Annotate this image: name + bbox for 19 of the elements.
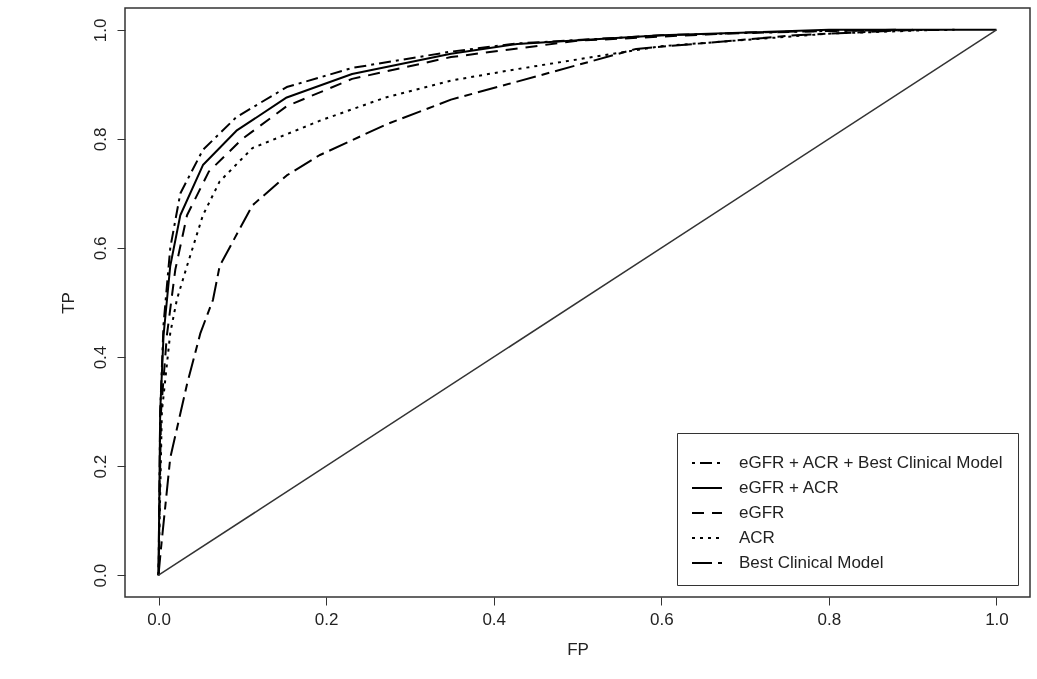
y-tick-label: 0.8 [90, 127, 110, 152]
legend-label: eGFR + ACR + Best Clinical Model [739, 453, 1003, 472]
x-tick-label: 0.8 [817, 609, 842, 629]
y-tick-label: 0.2 [90, 454, 110, 479]
x-tick-label: 0.6 [649, 609, 674, 629]
y-tick-label: 0.6 [90, 236, 110, 261]
y-tick-label: 0.4 [90, 345, 110, 370]
legend-label: eGFR [739, 503, 785, 522]
x-tick-label: 1.0 [985, 609, 1009, 629]
x-tick-label: 0.2 [314, 609, 339, 629]
legend-label: eGFR + ACR [739, 478, 839, 497]
y-tick-label: 1.0 [90, 18, 110, 43]
legend-label: Best Clinical Model [739, 553, 884, 572]
x-tick-label: 0.0 [147, 609, 171, 629]
y-tick-label: 0.0 [90, 563, 110, 588]
legend-label: ACR [739, 528, 775, 547]
x-tick-label: 0.4 [482, 609, 507, 629]
x-axis-title: FP [567, 639, 589, 659]
y-axis-title: TP [58, 292, 78, 314]
